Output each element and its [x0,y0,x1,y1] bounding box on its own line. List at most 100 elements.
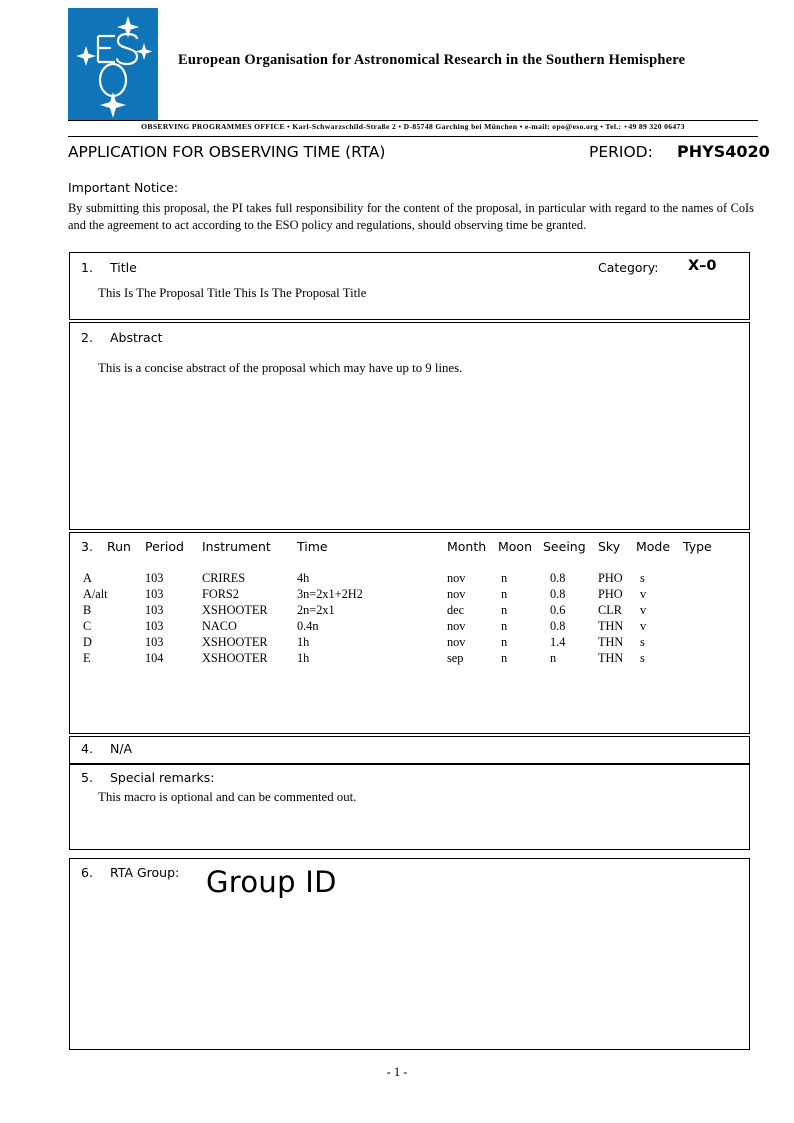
section-title-box: 1. Title Category: X–0 This Is The Propo… [69,252,750,320]
cell-mode: v [640,619,647,633]
cell-sky: THN [598,651,624,665]
section-5-number: 5. [81,770,93,785]
section-2-number: 2. [81,330,93,345]
cell-sky: PHO [598,571,623,585]
cell-instrument: XSHOOTER [202,603,268,617]
cell-moon: n [501,635,508,649]
cell-month: nov [447,619,466,633]
cell-month: nov [447,635,466,649]
header-rule-top [68,120,758,121]
organisation-title: European Organisation for Astronomical R… [178,52,686,68]
cell-mode: v [640,603,647,617]
proposal-title-value: This Is The Proposal Title This Is The P… [98,286,367,300]
section-na-box: 4. N/A [69,736,750,764]
rta-group-id-value: Group ID [206,865,337,899]
cell-run: D [83,635,92,649]
cell-moon: n [501,619,508,633]
cell-time: 1h [297,651,310,665]
section-runs-box: 3. Run Period Instrument Time Month Moon… [69,532,750,734]
cell-run: A [83,571,92,585]
cell-sky: PHO [598,587,623,601]
section-4-label: N/A [110,741,133,756]
cell-time: 4h [297,571,310,585]
cell-run: B [83,603,92,617]
section-5-label: Special remarks: [110,770,215,785]
section-6-number: 6. [81,865,93,880]
col-header-month: Month [447,539,487,554]
col-header-moon: Moon [498,539,533,554]
cell-sky: THN [598,619,624,633]
cell-seeing: 0.8 [550,587,566,601]
col-header-period: Period [145,539,184,554]
section-1-label: Title [110,260,137,275]
important-notice-body: By submitting this proposal, the PI take… [68,201,754,232]
cell-moon: n [501,603,508,617]
category-value: X–0 [688,258,717,274]
cell-sky: THN [598,635,624,649]
cell-instrument: CRIRES [202,571,246,585]
cell-time: 2n=2x1 [297,603,335,617]
col-header-run: Run [107,539,131,554]
cell-period: 103 [145,619,164,633]
special-remarks-value: This macro is optional and can be commen… [98,790,357,804]
cell-period: 104 [145,651,164,665]
cell-period: 103 [145,635,164,649]
important-notice-heading: Important Notice: [68,180,179,195]
cell-run: E [83,651,91,665]
abstract-value: This is a concise abstract of the propos… [98,361,463,375]
cell-sky: CLR [598,603,622,617]
section-2-label: Abstract [110,330,163,345]
cell-period: 103 [145,587,164,601]
section-3-number: 3. [81,539,93,554]
cell-seeing: 0.8 [550,571,566,585]
cell-seeing: 1.4 [550,635,566,649]
cell-period: 103 [145,571,164,585]
cell-time: 0.4n [297,619,319,633]
cell-moon: n [501,587,508,601]
cell-run: C [83,619,92,633]
section-abstract-box: 2. Abstract This is a concise abstract o… [69,322,750,530]
section-rta-group-box: 6. RTA Group: Group ID [69,858,750,1050]
cell-instrument: XSHOOTER [202,635,268,649]
cell-mode: s [640,571,645,585]
cell-instrument: NACO [202,619,237,633]
section-remarks-box: 5. Special remarks: This macro is option… [69,764,750,850]
col-header-time: Time [297,539,328,554]
cell-time: 1h [297,635,310,649]
cell-instrument: XSHOOTER [202,651,268,665]
col-header-sky: Sky [598,539,621,554]
col-header-seeing: Seeing [543,539,586,554]
period-value: PHYS4020 [677,142,770,161]
cell-month: sep [447,651,464,665]
period-label: PERIOD: [589,143,653,161]
col-header-instrument: Instrument [202,539,271,554]
col-header-mode: Mode [636,539,671,554]
cell-month: nov [447,587,466,601]
cell-seeing: n [550,651,557,665]
cell-seeing: 0.8 [550,619,566,633]
cell-month: nov [447,571,466,585]
page-footer: - 1 - [386,1065,408,1079]
cell-mode: s [640,635,645,649]
cell-moon: n [501,651,508,665]
cell-instrument: FORS2 [202,587,239,601]
document-header: European Organisation for Astronomical R… [68,8,758,120]
eso-logo [68,8,158,120]
cell-month: dec [447,603,465,617]
cell-run: A/alt [83,587,108,601]
col-header-type: Type [683,539,712,554]
application-title: APPLICATION FOR OBSERVING TIME (RTA) [68,143,386,161]
header-rule-bottom [68,136,758,137]
category-label: Category: [598,260,659,275]
cell-moon: n [501,571,508,585]
section-6-label: RTA Group: [110,865,180,880]
section-1-number: 1. [81,260,93,275]
cell-mode: s [640,651,645,665]
cell-mode: v [640,587,647,601]
section-4-number: 4. [81,741,93,756]
office-address-line: OBSERVING PROGRAMMES OFFICE • Karl-Schwa… [141,122,685,131]
cell-seeing: 0.6 [550,603,566,617]
cell-period: 103 [145,603,164,617]
cell-time: 3n=2x1+2H2 [297,587,363,601]
